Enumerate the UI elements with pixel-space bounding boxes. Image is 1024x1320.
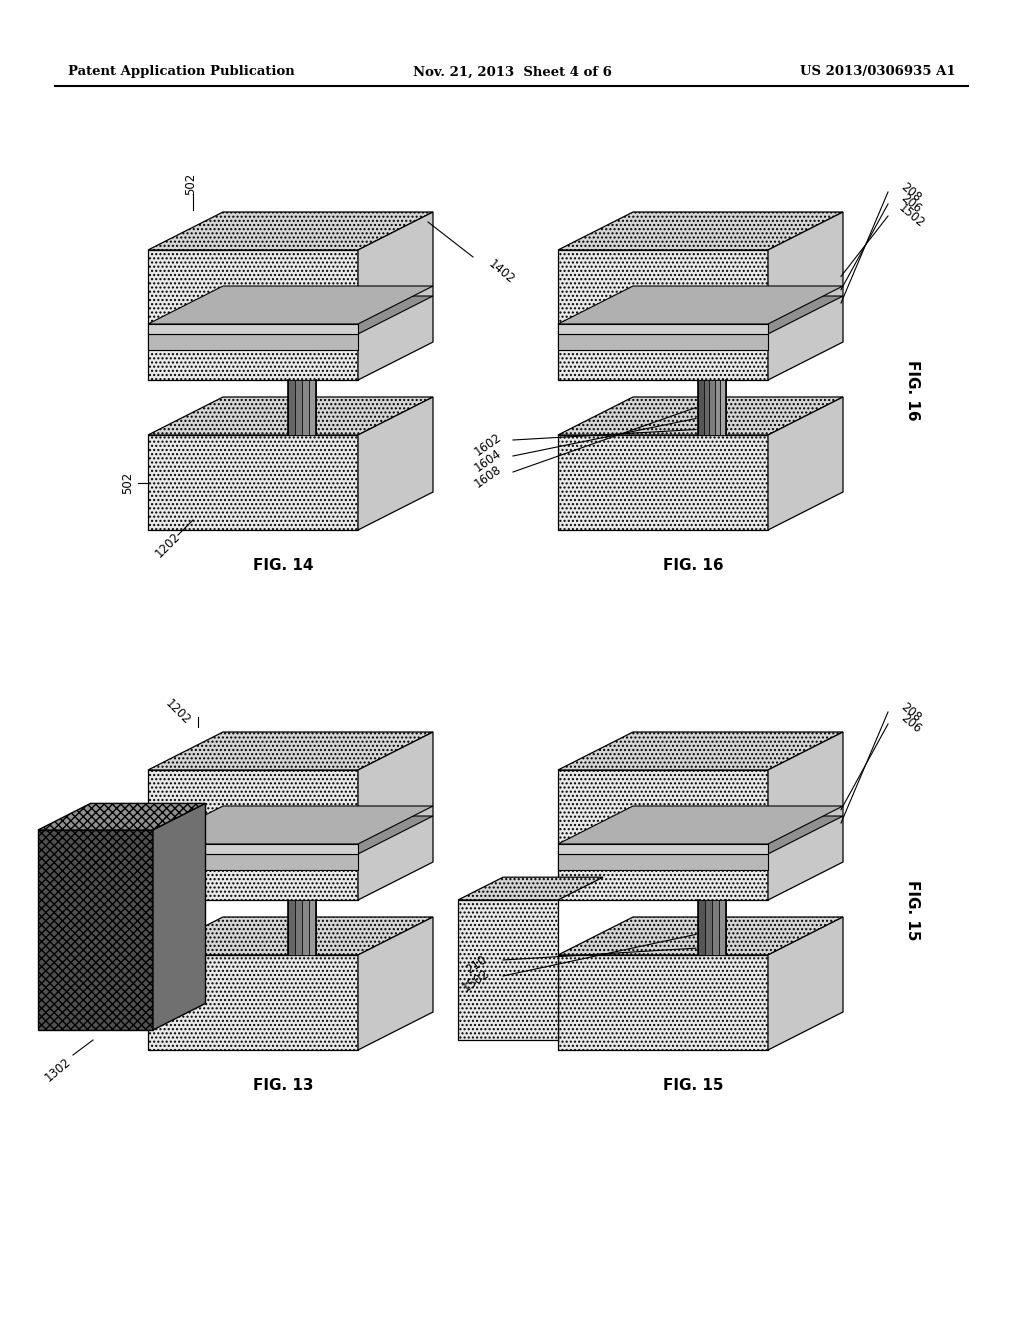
Polygon shape — [768, 917, 843, 1049]
Polygon shape — [558, 917, 843, 954]
Text: 208: 208 — [898, 180, 924, 205]
Polygon shape — [302, 380, 309, 436]
Text: FIG. 15: FIG. 15 — [905, 879, 921, 940]
Polygon shape — [558, 249, 768, 380]
Polygon shape — [148, 854, 358, 870]
Polygon shape — [148, 807, 433, 843]
Polygon shape — [558, 323, 768, 334]
Polygon shape — [558, 843, 768, 854]
Text: 502: 502 — [122, 471, 134, 494]
Text: 1502: 1502 — [460, 968, 492, 995]
Text: 1402: 1402 — [485, 257, 517, 286]
Polygon shape — [288, 380, 295, 436]
Polygon shape — [358, 917, 433, 1049]
Polygon shape — [558, 286, 843, 323]
Polygon shape — [768, 213, 843, 380]
Polygon shape — [148, 296, 433, 334]
Polygon shape — [358, 397, 433, 531]
Text: 206: 206 — [898, 711, 924, 737]
Text: FIG. 16: FIG. 16 — [663, 557, 723, 573]
Polygon shape — [458, 900, 558, 1040]
Polygon shape — [558, 733, 843, 770]
Polygon shape — [153, 804, 206, 1030]
Polygon shape — [148, 213, 433, 249]
Text: Patent Application Publication: Patent Application Publication — [68, 66, 295, 78]
Text: 210: 210 — [463, 953, 488, 977]
Text: 206: 206 — [898, 191, 924, 216]
Polygon shape — [148, 843, 358, 854]
Polygon shape — [558, 954, 768, 1049]
Text: 1202: 1202 — [163, 697, 194, 727]
Polygon shape — [721, 380, 726, 436]
Polygon shape — [705, 900, 712, 954]
Polygon shape — [698, 380, 703, 436]
Polygon shape — [295, 900, 302, 954]
Text: 1602: 1602 — [472, 432, 504, 459]
Polygon shape — [148, 733, 433, 770]
Polygon shape — [148, 954, 358, 1049]
Polygon shape — [458, 878, 603, 900]
Polygon shape — [148, 816, 433, 854]
Polygon shape — [309, 900, 316, 954]
Polygon shape — [712, 900, 719, 954]
Polygon shape — [558, 334, 768, 350]
Polygon shape — [358, 733, 433, 900]
Polygon shape — [148, 436, 358, 531]
Polygon shape — [768, 397, 843, 531]
Text: 502: 502 — [184, 173, 198, 195]
Text: 1302: 1302 — [42, 1056, 74, 1085]
Polygon shape — [698, 900, 705, 954]
Polygon shape — [703, 380, 710, 436]
Polygon shape — [558, 397, 843, 436]
Polygon shape — [558, 213, 843, 249]
Polygon shape — [38, 804, 206, 830]
Polygon shape — [148, 917, 433, 954]
Polygon shape — [558, 807, 843, 843]
Text: 1502: 1502 — [895, 202, 927, 231]
Polygon shape — [148, 323, 358, 334]
Polygon shape — [38, 830, 153, 1030]
Polygon shape — [719, 900, 726, 954]
Text: Nov. 21, 2013  Sheet 4 of 6: Nov. 21, 2013 Sheet 4 of 6 — [413, 66, 611, 78]
Text: FIG. 16: FIG. 16 — [905, 359, 921, 420]
Polygon shape — [302, 900, 309, 954]
Text: 1202: 1202 — [153, 529, 183, 560]
Polygon shape — [768, 733, 843, 900]
Polygon shape — [148, 397, 433, 436]
Text: FIG. 13: FIG. 13 — [253, 1077, 313, 1093]
Polygon shape — [558, 296, 843, 334]
Text: 1608: 1608 — [472, 463, 504, 491]
Text: US 2013/0306935 A1: US 2013/0306935 A1 — [801, 66, 956, 78]
Text: 208: 208 — [898, 700, 924, 725]
Polygon shape — [358, 213, 433, 380]
Polygon shape — [309, 380, 316, 436]
Text: FIG. 15: FIG. 15 — [663, 1077, 723, 1093]
Polygon shape — [148, 249, 358, 380]
Polygon shape — [558, 436, 768, 531]
Text: FIG. 14: FIG. 14 — [253, 557, 313, 573]
Polygon shape — [148, 770, 358, 900]
Text: 1604: 1604 — [472, 447, 504, 475]
Polygon shape — [295, 380, 302, 436]
Polygon shape — [710, 380, 715, 436]
Polygon shape — [558, 770, 768, 900]
Polygon shape — [288, 900, 295, 954]
Polygon shape — [148, 334, 358, 350]
Polygon shape — [715, 380, 721, 436]
Polygon shape — [558, 854, 768, 870]
Polygon shape — [558, 816, 843, 854]
Polygon shape — [148, 286, 433, 323]
